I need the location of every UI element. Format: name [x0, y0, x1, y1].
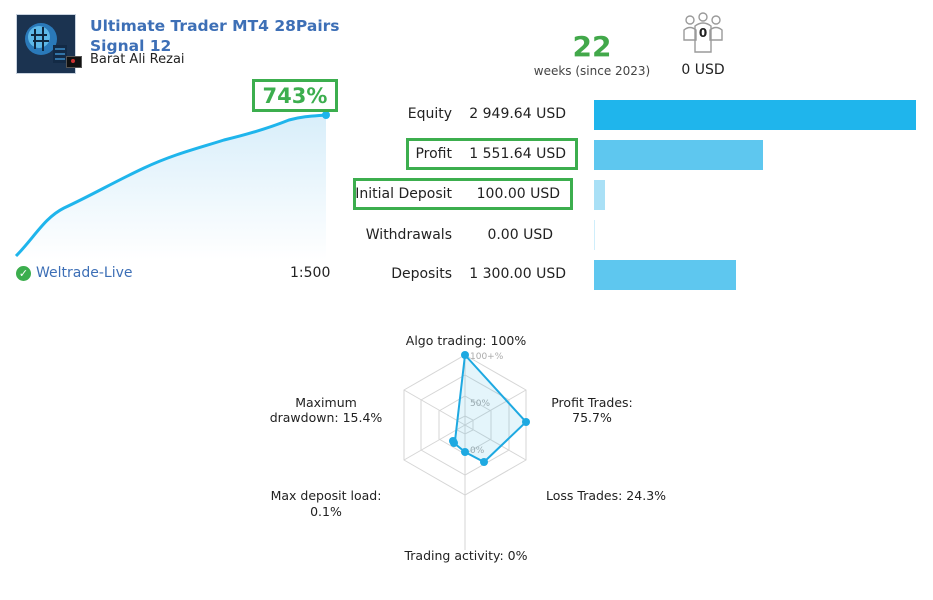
radar-scale-100: 100+%	[470, 352, 504, 362]
radar-label-drawdown-2: drawdown: 15.4%	[269, 410, 383, 425]
growth-chart-line	[14, 113, 327, 258]
verified-check-icon: ✓	[16, 266, 31, 281]
initial-deposit-value: 100.00 USD	[476, 186, 560, 202]
growth-chart	[14, 111, 330, 260]
radar-label-profit-1: Profit Trades:	[551, 395, 633, 410]
radar-label-deposit-1: Max deposit load:	[270, 488, 382, 503]
radar-point-loss	[480, 458, 488, 466]
deposits-value: 1 300.00 USD	[469, 266, 566, 282]
deposits-label: Deposits	[391, 266, 452, 282]
radar-chart: 100+% 50% 0%	[403, 351, 530, 550]
profit-value: 1 551.64 USD	[469, 146, 566, 162]
signal-title[interactable]: Ultimate Trader MT4 28Pairs Signal 12	[90, 17, 340, 55]
author-name[interactable]: Barat Ali Rezai	[90, 52, 185, 67]
growth-highlight-box	[252, 79, 338, 112]
signal-avatar[interactable]	[16, 14, 76, 74]
radar-label-deposit-2: 0.1%	[310, 504, 342, 519]
brain-icon	[17, 15, 75, 73]
withdrawals-value: 0.00 USD	[487, 227, 553, 243]
initial-deposit-highlight-box	[353, 178, 573, 210]
equity-value: 2 949.64 USD	[469, 106, 566, 122]
initial-deposit-label: Initial Deposit	[355, 186, 452, 202]
radar-point-profit	[522, 418, 530, 426]
radar-point-activity	[461, 448, 469, 456]
growth-chart-endpoint	[322, 111, 330, 119]
subscribers-count: 0	[698, 26, 708, 40]
equity-label: Equity	[407, 106, 452, 122]
radar-area	[452, 352, 528, 464]
weeks-count: 22	[572, 30, 612, 63]
radar-label-loss: Loss Trades: 24.3%	[546, 488, 667, 503]
radar-point-algo	[461, 351, 469, 359]
radar-label-profit-2: 75.7%	[572, 410, 612, 425]
radar-scale-0: 0%	[470, 446, 485, 456]
equity-bar	[594, 100, 916, 130]
leverage-value: 1:500	[290, 265, 331, 281]
flag-icon	[66, 56, 82, 68]
profit-highlight-box	[406, 138, 578, 170]
withdrawals-bar	[594, 220, 595, 250]
profit-label: Profit	[415, 146, 452, 162]
radar-label-algo: Algo trading: 100%	[405, 333, 527, 348]
growth-value: 743%	[262, 84, 328, 108]
profit-bar	[594, 140, 763, 170]
subscribers-value: 0 USD	[681, 62, 725, 78]
broker-name[interactable]: Weltrade-Live	[36, 265, 133, 281]
withdrawals-label: Withdrawals	[365, 227, 452, 243]
deposits-bar	[594, 260, 736, 290]
subscribers-icon	[683, 12, 723, 53]
growth-chart-area	[16, 115, 326, 260]
radar-point-drawdown	[449, 437, 457, 445]
weeks-label: weeks (since 2023)	[533, 64, 651, 78]
initial-deposit-bar	[594, 180, 605, 210]
radar-scale-50: 50%	[470, 399, 490, 409]
radar-label-drawdown-1: Maximum	[295, 395, 357, 410]
radar-label-activity: Trading activity: 0%	[404, 548, 528, 563]
